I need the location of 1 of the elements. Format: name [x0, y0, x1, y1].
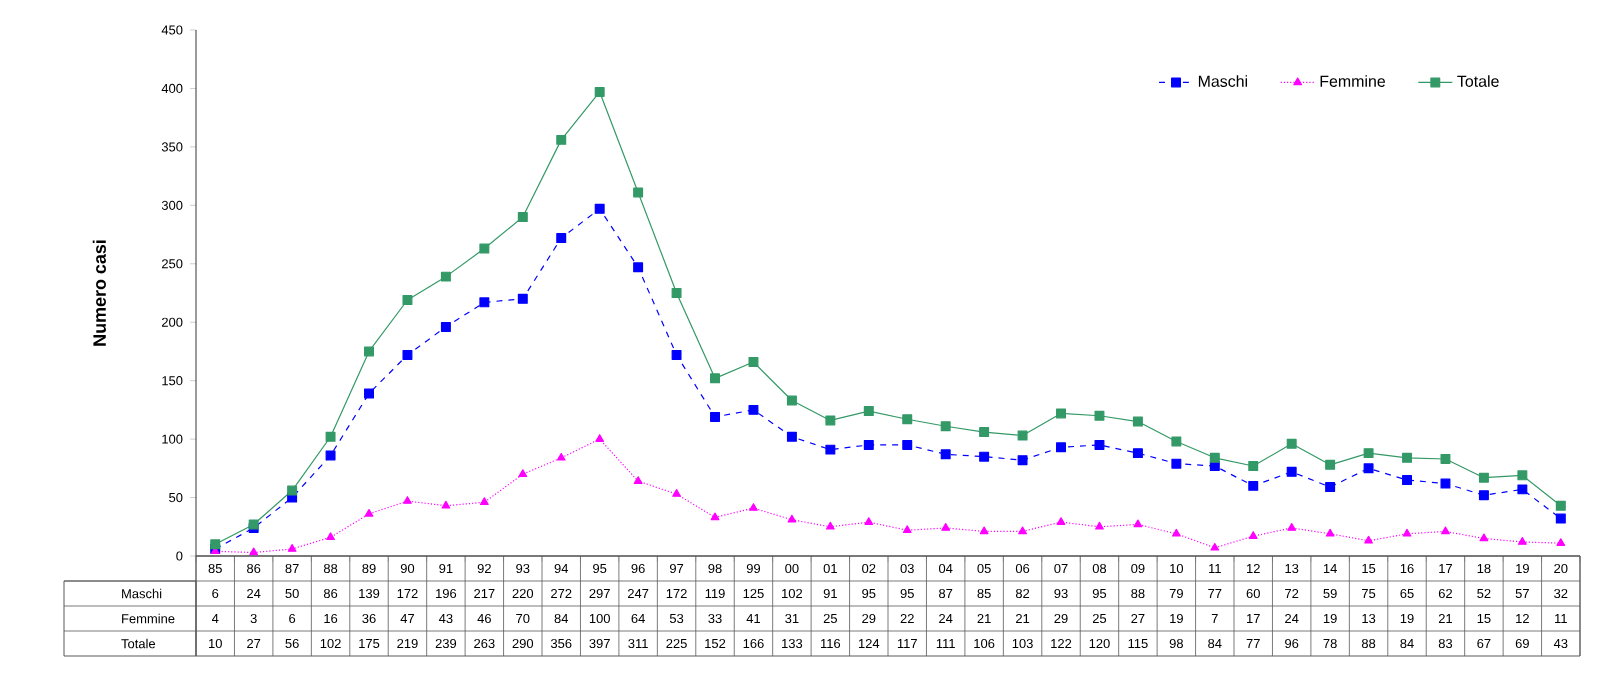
- y-axis-title: Numero casi: [92, 240, 106, 346]
